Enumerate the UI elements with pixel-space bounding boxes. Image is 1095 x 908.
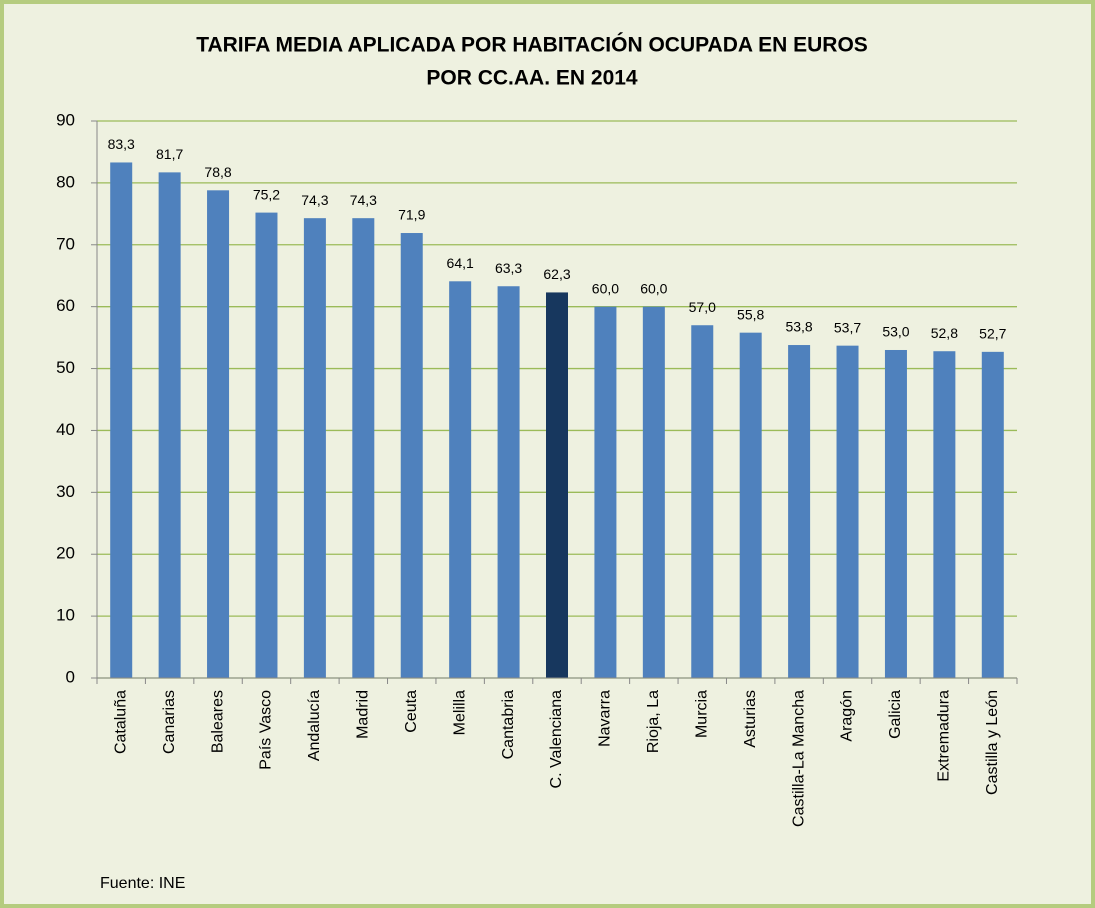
bar (836, 345, 859, 678)
bar (739, 332, 762, 678)
x-tick-label: Asturias (742, 690, 759, 748)
bar (158, 172, 181, 678)
bar (255, 212, 278, 678)
bar (691, 325, 714, 678)
bar (303, 218, 326, 678)
value-label: 74,3 (301, 192, 328, 208)
bar (884, 349, 907, 678)
x-tick-label: Andalucía (306, 690, 323, 761)
value-label: 63,3 (495, 260, 522, 276)
y-tick-label: 90 (56, 110, 75, 129)
y-tick-label: 40 (56, 420, 75, 439)
x-tick-label: Murcia (693, 690, 710, 738)
source-note: Fuente: INE (100, 875, 185, 892)
value-label: 52,7 (979, 326, 1006, 342)
y-tick-label: 30 (56, 482, 75, 501)
x-tick-label: Cataluña (112, 690, 129, 754)
bar (352, 218, 375, 678)
bar (207, 190, 230, 678)
x-tick-label: Galicia (887, 690, 904, 739)
chart-title: POR CC.AA. EN 2014 (426, 67, 638, 90)
x-tick-label: C. Valenciana (548, 690, 565, 789)
bar (546, 292, 568, 678)
bar (981, 351, 1004, 678)
x-tick-label: Cantabria (500, 690, 517, 759)
x-tick-label: Castilla-La Mancha (790, 690, 807, 827)
y-tick-label: 10 (56, 606, 75, 625)
value-label: 64,1 (447, 255, 474, 271)
value-label: 71,9 (398, 207, 425, 223)
y-tick-label: 60 (56, 296, 75, 315)
bar (400, 233, 423, 678)
y-tick-label: 70 (56, 234, 75, 253)
bar (497, 286, 520, 678)
value-label: 81,7 (156, 146, 183, 162)
value-label: 62,3 (543, 266, 570, 282)
x-tick-label: Melilla (451, 690, 468, 735)
value-label: 53,8 (785, 319, 812, 335)
x-tick-label: Navarra (597, 690, 614, 747)
y-tick-label: 0 (66, 667, 75, 686)
bar (642, 306, 665, 678)
value-label: 75,2 (253, 186, 280, 202)
value-label: 55,8 (737, 306, 764, 322)
chart-title: TARIFA MEDIA APLICADA POR HABITACIÓN OCU… (196, 33, 868, 57)
x-tick-label: Canarias (161, 690, 178, 754)
value-label: 53,0 (882, 324, 909, 340)
value-label: 74,3 (350, 192, 377, 208)
value-label: 53,7 (834, 319, 861, 335)
value-label: 83,3 (108, 136, 135, 152)
bar (788, 345, 811, 678)
value-label: 52,8 (931, 325, 958, 341)
y-tick-label: 20 (56, 544, 75, 563)
value-label: 60,0 (592, 280, 619, 296)
x-tick-label: Baleares (209, 690, 226, 753)
value-label: 78,8 (204, 164, 231, 180)
x-tick-label: Rioja, La (645, 690, 662, 753)
x-tick-label: País Vasco (258, 690, 275, 770)
x-tick-label: Madrid (355, 690, 372, 739)
bar (933, 351, 956, 678)
x-tick-label: Castilla y León (984, 690, 1001, 795)
y-tick-label: 80 (56, 172, 75, 191)
x-tick-label: Aragón (839, 690, 856, 742)
bar (594, 306, 617, 678)
x-tick-label: Ceuta (403, 690, 420, 733)
y-tick-label: 50 (56, 358, 75, 377)
value-label: 57,0 (689, 299, 716, 315)
bar (449, 281, 472, 678)
bar (110, 162, 133, 678)
value-label: 60,0 (640, 280, 667, 296)
x-tick-label: Extremadura (936, 690, 953, 782)
